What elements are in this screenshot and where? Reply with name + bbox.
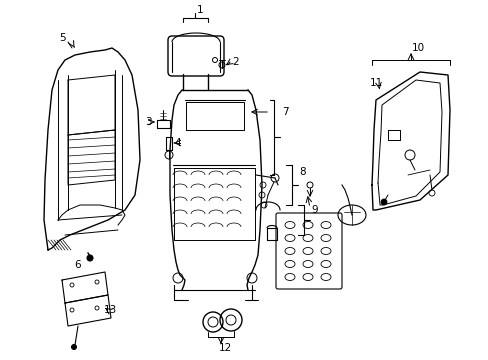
Circle shape	[87, 255, 93, 261]
Text: 9: 9	[311, 205, 318, 215]
Text: 13: 13	[103, 305, 116, 315]
Text: 8: 8	[299, 167, 305, 177]
Text: 7: 7	[281, 107, 288, 117]
Text: 6: 6	[75, 260, 81, 270]
Circle shape	[71, 345, 76, 350]
Text: 12: 12	[218, 343, 231, 353]
Text: 4: 4	[174, 138, 181, 148]
Text: 2: 2	[232, 57, 239, 67]
Text: 1: 1	[196, 5, 203, 15]
Text: 10: 10	[410, 43, 424, 53]
Text: 11: 11	[368, 78, 382, 88]
Text: 3: 3	[144, 117, 151, 127]
Text: 5: 5	[60, 33, 66, 43]
Circle shape	[380, 199, 386, 205]
